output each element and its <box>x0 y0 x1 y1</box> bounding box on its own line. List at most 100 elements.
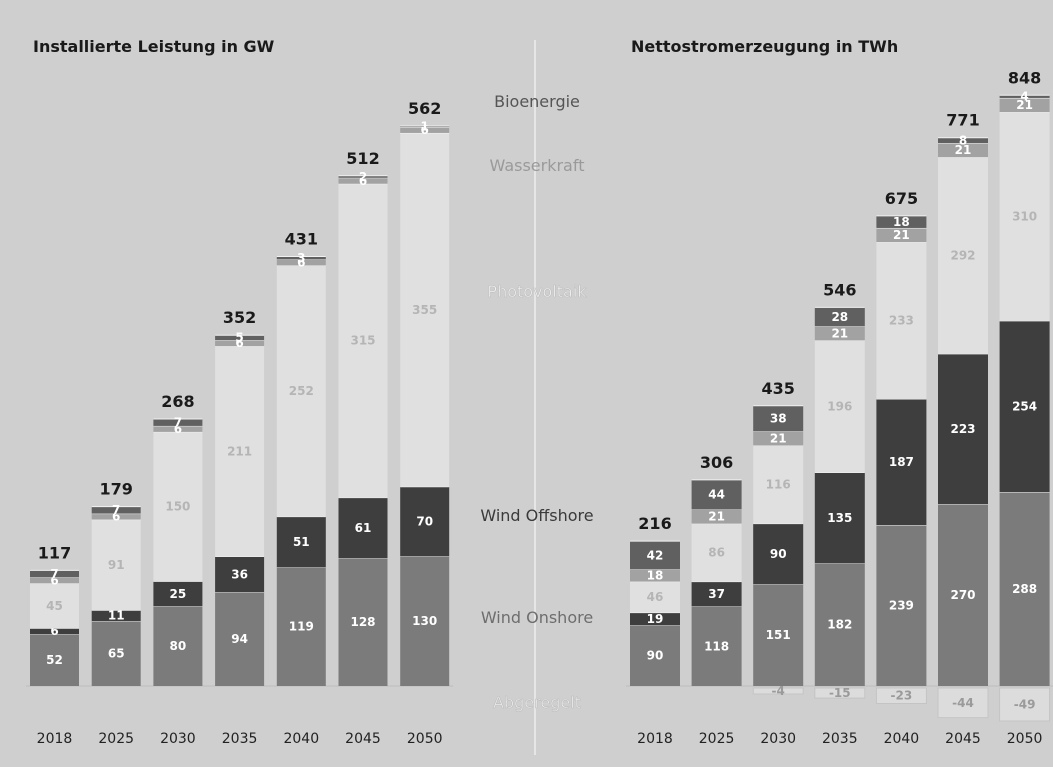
left-year-2018: 2018 <box>37 731 73 747</box>
right-bar-photovoltaik-2045 <box>938 157 988 354</box>
left-bar-wind-onshore-2050 <box>400 556 450 686</box>
left-label-wind-offshore-2030: 25 <box>170 587 187 601</box>
right-label-wasserkraft-2045: 21 <box>955 143 972 157</box>
right-year-2030: 2030 <box>760 731 796 747</box>
right-bar-wasserkraft-2030 <box>753 431 804 446</box>
right-label-wind-onshore-2030: 151 <box>766 628 791 642</box>
chart-title-right: Nettostromerzeugung in TWh <box>631 37 898 56</box>
left-total-2018: 117 <box>38 543 71 562</box>
right-label-bioenergie-2040: 18 <box>893 215 910 229</box>
left-bar-wind-onshore-2040 <box>276 567 326 686</box>
left-total-2040: 431 <box>285 230 318 249</box>
right-bar-photovoltaik-2018 <box>630 581 680 613</box>
right-label-wind-offshore-2025: 37 <box>708 587 725 601</box>
left-label-bioenergie-2050: 1 <box>421 119 429 133</box>
right-total-2040: 675 <box>885 189 918 208</box>
right-bar-bioenergie-2050 <box>999 95 1050 98</box>
right-bar-photovoltaik-2040 <box>876 242 927 400</box>
right-label-wind-offshore-2045: 223 <box>950 422 975 436</box>
legend: Bioenergie Wasserkraft Photovoltaik Wind Of… <box>480 92 593 712</box>
right-bar-wasserkraft-2040 <box>876 227 927 243</box>
left-year-2030: 2030 <box>160 731 196 747</box>
left-label-wind-offshore-2040: 51 <box>293 535 310 549</box>
legend-wind-onshore: Wind Onshore <box>481 608 593 627</box>
left-chart: 5264567117201865119167179202580251506726… <box>26 99 454 747</box>
left-label-wasserkraft-2050: 6 <box>421 123 429 137</box>
right-bar-wind-offshore-2040 <box>876 399 927 526</box>
right-bar-abgeregelt-2045 <box>937 687 989 719</box>
left-bar-bioenergie-2040 <box>276 256 326 260</box>
right-label-wasserkraft-2018: 18 <box>647 569 664 583</box>
right-label-wind-onshore-2045: 270 <box>950 588 975 602</box>
left-label-wasserkraft-2030: 6 <box>174 422 182 436</box>
left-label-wasserkraft-2018: 6 <box>50 573 58 587</box>
left-bar-photovoltaik-2030 <box>153 431 203 582</box>
right-bar-wind-onshore-2050 <box>999 492 1050 686</box>
right-label-bioenergie-2030: 38 <box>770 412 787 426</box>
left-label-bioenergie-2030: 7 <box>174 415 182 429</box>
right-label-bioenergie-2050: 4 <box>1020 90 1028 104</box>
right-bar-wind-offshore-2045 <box>938 353 988 505</box>
left-label-wasserkraft-2045: 6 <box>359 174 367 188</box>
right-label-bioenergie-2025: 44 <box>708 488 725 502</box>
left-bar-bioenergie-2035 <box>215 335 265 341</box>
right-label-abgeregelt-2035: -15 <box>829 686 851 700</box>
left-label-bioenergie-2035: 5 <box>235 331 243 345</box>
right-label-photovoltaik-2045: 292 <box>950 249 975 263</box>
left-year-2035: 2035 <box>222 731 258 747</box>
right-bar-abgeregelt-2050 <box>999 687 1051 722</box>
right-label-wasserkraft-2030: 21 <box>770 431 787 445</box>
right-bar-photovoltaik-2025 <box>691 523 742 582</box>
left-bar-wasserkraft-2035 <box>215 340 265 347</box>
right-bar-bioenergie-2035 <box>814 307 865 327</box>
left-bar-wind-offshore-2050 <box>400 486 450 557</box>
left-bar-photovoltaik-2045 <box>338 183 388 498</box>
left-bar-wasserkraft-2025 <box>91 513 141 520</box>
left-bar-wasserkraft-2030 <box>153 425 203 432</box>
right-label-wind-onshore-2018: 90 <box>647 649 664 663</box>
right-bar-bioenergie-2030 <box>753 405 804 432</box>
left-total-2025: 179 <box>99 480 132 499</box>
left-bar-photovoltaik-2040 <box>276 265 326 517</box>
left-label-bioenergie-2025: 7 <box>112 503 120 517</box>
legend-photovoltaik: Photovoltaik <box>487 282 587 301</box>
right-bar-wasserkraft-2050 <box>999 97 1050 113</box>
right-label-bioenergie-2035: 28 <box>831 310 848 324</box>
left-label-wind-offshore-2018: 6 <box>50 624 58 638</box>
right-label-wind-offshore-2018: 19 <box>647 612 664 626</box>
right-label-abgeregelt-2030: -4 <box>772 684 785 698</box>
right-bar-wind-onshore-2040 <box>876 525 927 686</box>
right-label-wasserkraft-2040: 21 <box>893 228 910 242</box>
left-bar-wind-offshore-2045 <box>338 497 388 559</box>
right-bar-wind-onshore-2018 <box>630 625 680 686</box>
right-bar-wind-onshore-2045 <box>938 504 988 686</box>
legend-abgeregelt: Abgeregelt <box>493 693 581 712</box>
right-label-wasserkraft-2025: 21 <box>708 510 725 524</box>
left-bar-photovoltaik-2025 <box>91 519 141 611</box>
right-label-wasserkraft-2050: 21 <box>1016 98 1033 112</box>
left-bar-wind-onshore-2025 <box>91 621 141 686</box>
left-year-2050: 2050 <box>407 731 443 747</box>
right-bar-wasserkraft-2045 <box>938 143 988 158</box>
left-label-wind-onshore-2030: 80 <box>170 639 187 653</box>
left-year-2025: 2025 <box>98 731 134 747</box>
left-bar-wind-offshore-2030 <box>153 581 203 607</box>
right-bar-photovoltaik-2050 <box>999 112 1050 321</box>
left-label-bioenergie-2045: 2 <box>359 170 367 184</box>
right-bar-bioenergie-2045 <box>938 137 988 144</box>
right-total-2025: 306 <box>700 453 733 472</box>
left-total-2035: 352 <box>223 308 256 327</box>
left-bar-photovoltaik-2035 <box>215 346 265 557</box>
left-label-photovoltaik-2030: 150 <box>165 500 190 514</box>
left-bar-bioenergie-2030 <box>153 418 203 426</box>
left-bar-wind-onshore-2018 <box>30 634 79 686</box>
left-bar-wasserkraft-2045 <box>338 177 388 184</box>
right-bar-wind-onshore-2035 <box>814 563 865 686</box>
left-label-wind-offshore-2050: 70 <box>416 515 433 529</box>
right-bar-wind-onshore-2025 <box>691 606 742 686</box>
left-bar-wasserkraft-2018 <box>30 577 79 584</box>
left-label-wind-offshore-2025: 11 <box>108 609 125 623</box>
left-bar-wind-onshore-2030 <box>153 606 203 686</box>
right-bar-photovoltaik-2035 <box>814 340 865 473</box>
